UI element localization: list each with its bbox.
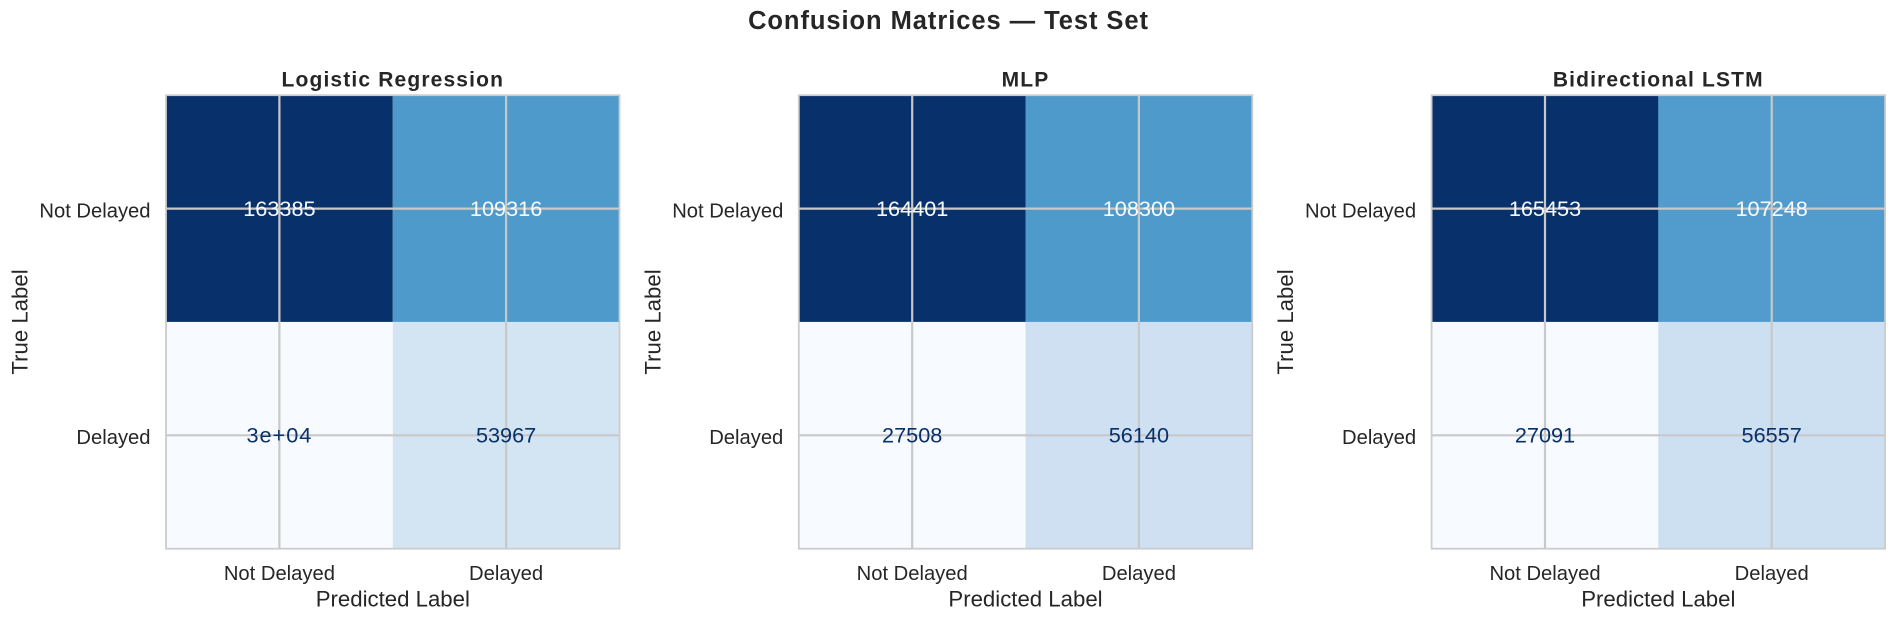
svg-text:56557: 56557 bbox=[1742, 423, 1802, 448]
svg-text:163385: 163385 bbox=[243, 196, 315, 221]
svg-text:Not Delayed: Not Delayed bbox=[224, 563, 335, 585]
svg-text:Logistic Regression: Logistic Regression bbox=[282, 68, 505, 91]
svg-text:True Label: True Label bbox=[640, 269, 665, 374]
svg-text:Confusion Matrices — Test Set: Confusion Matrices — Test Set bbox=[748, 7, 1149, 35]
svg-text:Not Delayed: Not Delayed bbox=[39, 201, 150, 223]
svg-text:Predicted Label: Predicted Label bbox=[948, 587, 1102, 612]
svg-text:MLP: MLP bbox=[1002, 68, 1050, 91]
svg-text:Delayed: Delayed bbox=[1735, 563, 1809, 585]
svg-text:165453: 165453 bbox=[1509, 196, 1581, 221]
svg-text:109316: 109316 bbox=[470, 196, 542, 221]
svg-text:107248: 107248 bbox=[1736, 196, 1808, 221]
svg-text:Predicted Label: Predicted Label bbox=[1581, 587, 1735, 612]
svg-text:Delayed: Delayed bbox=[1102, 563, 1176, 585]
svg-text:Delayed: Delayed bbox=[469, 563, 543, 585]
svg-text:53967: 53967 bbox=[476, 423, 536, 448]
svg-text:27091: 27091 bbox=[1515, 423, 1575, 448]
svg-text:Not Delayed: Not Delayed bbox=[1489, 563, 1600, 585]
svg-text:27508: 27508 bbox=[882, 423, 942, 448]
svg-text:Bidirectional LSTM: Bidirectional LSTM bbox=[1553, 68, 1764, 91]
svg-text:Not Delayed: Not Delayed bbox=[672, 201, 783, 223]
svg-text:Not Delayed: Not Delayed bbox=[857, 563, 968, 585]
svg-text:True Label: True Label bbox=[8, 269, 33, 374]
svg-text:True Label: True Label bbox=[1273, 269, 1298, 374]
svg-text:Delayed: Delayed bbox=[1342, 427, 1416, 449]
svg-text:Not Delayed: Not Delayed bbox=[1305, 201, 1416, 223]
svg-text:108300: 108300 bbox=[1103, 196, 1175, 221]
svg-text:Delayed: Delayed bbox=[76, 427, 150, 449]
svg-text:Predicted Label: Predicted Label bbox=[316, 587, 470, 612]
svg-text:3e+04: 3e+04 bbox=[246, 423, 312, 448]
svg-text:Delayed: Delayed bbox=[709, 427, 783, 449]
svg-text:56140: 56140 bbox=[1109, 423, 1169, 448]
svg-text:164401: 164401 bbox=[876, 196, 948, 221]
